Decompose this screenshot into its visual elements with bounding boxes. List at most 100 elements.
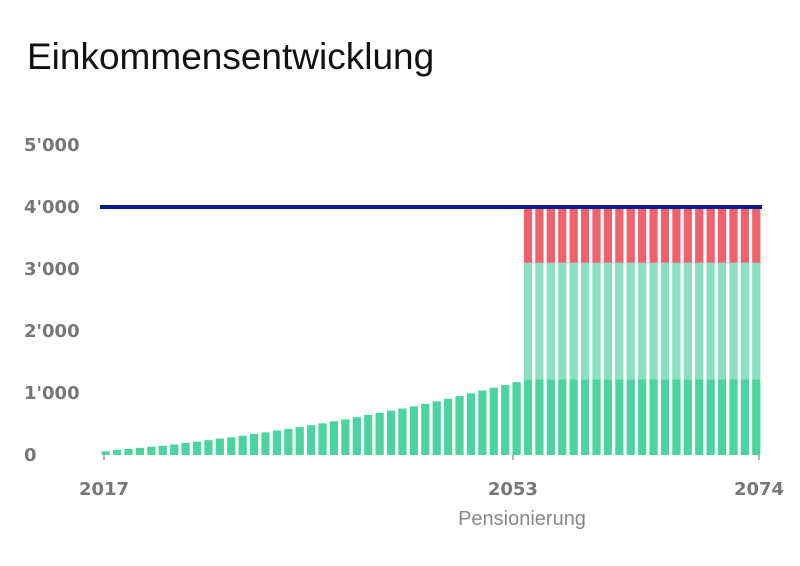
bar-segment: [124, 448, 133, 455]
bar-segment: [683, 207, 692, 263]
bar-segment: [615, 207, 624, 263]
bar-segment: [409, 406, 418, 455]
bar-segment: [660, 207, 670, 263]
y-tick-label: 3'000: [24, 259, 80, 280]
bar-segment: [729, 262, 738, 380]
bar-segment: [501, 384, 510, 455]
bar-segment: [706, 207, 715, 263]
bar-segment: [672, 379, 681, 455]
bar-segment: [352, 417, 361, 455]
bar-segment: [615, 262, 624, 380]
x-tick-label: 2017: [79, 479, 129, 500]
bar-segment: [535, 207, 544, 263]
bar-segment: [546, 379, 555, 455]
bar-segment: [626, 379, 635, 455]
y-axis-ticks: 0 1'000 2'000 3'000 4'000 5'000: [24, 135, 80, 466]
bar-segment: [706, 379, 715, 455]
bar-segment: [695, 207, 704, 263]
bar-segment: [398, 408, 407, 455]
bar-segment: [546, 207, 555, 263]
bar-segment: [626, 262, 635, 380]
bar-segment: [580, 207, 590, 263]
bar-segment: [580, 262, 590, 380]
bar-segment: [192, 441, 202, 455]
bar-segment: [603, 379, 613, 455]
x-axis: 2017 2053 2074: [79, 455, 784, 500]
bar-segment: [558, 262, 567, 380]
bar-segment: [672, 207, 681, 263]
bar-segment: [729, 207, 738, 263]
y-tick-label: 1'000: [24, 383, 80, 404]
x-tick-label: 2074: [734, 479, 784, 500]
bar-segment: [307, 425, 316, 455]
bar-segment: [170, 444, 179, 455]
bar-segment: [421, 403, 430, 455]
bar-segment: [706, 262, 715, 380]
bar-segment: [752, 207, 761, 263]
bar-segment: [615, 379, 624, 455]
bar-segment: [683, 379, 692, 455]
bar-segment: [329, 421, 339, 455]
y-tick-label: 0: [24, 445, 37, 466]
bar-segment: [249, 433, 259, 455]
bar-segment: [603, 207, 613, 263]
bar-segment: [660, 262, 670, 380]
bar-segment: [535, 379, 544, 455]
bar-segment: [284, 428, 293, 455]
x-tick-label: 2053: [488, 479, 538, 500]
y-tick-label: 2'000: [24, 321, 80, 342]
bar-segment: [729, 379, 738, 455]
bar-segment: [649, 379, 658, 455]
bar-segment: [238, 435, 247, 455]
bar-segment: [558, 207, 567, 263]
bar-segment: [364, 415, 373, 455]
bar-segment: [752, 262, 761, 380]
bar-segment: [535, 262, 544, 380]
bar-segment: [569, 262, 578, 380]
bar-segment: [227, 437, 236, 455]
bar-segment: [261, 432, 270, 455]
y-tick-label: 5'000: [24, 135, 80, 156]
bar-segment: [717, 262, 727, 380]
bar-segment: [444, 398, 453, 455]
bar-segment: [295, 427, 304, 455]
bar-segment: [523, 379, 533, 455]
bar-segment: [740, 379, 749, 455]
bar-segment: [649, 207, 658, 263]
chart-title: Einkommensentwicklung: [27, 36, 435, 77]
bar-segment: [660, 379, 670, 455]
bar-segment: [592, 262, 601, 380]
bar-segment: [272, 430, 282, 455]
bar-segment: [580, 379, 590, 455]
bar-segment: [455, 396, 464, 455]
bar-segment: [375, 412, 384, 455]
bar-segment: [386, 410, 396, 455]
bar-segment: [603, 262, 613, 380]
bar-segment: [569, 379, 578, 455]
bar-segment: [717, 207, 727, 263]
bar-segment: [512, 382, 521, 455]
bar-segment: [489, 387, 498, 455]
bar-segment: [569, 207, 578, 263]
bar-segment: [101, 451, 110, 455]
bar-segment: [432, 401, 441, 455]
bar-segment: [466, 393, 476, 455]
bar-segment: [649, 262, 658, 380]
bar-segment: [523, 262, 533, 380]
bar-segment: [626, 207, 635, 263]
bars-group: [101, 207, 761, 455]
y-tick-label: 4'000: [24, 197, 80, 218]
bar-segment: [204, 440, 213, 455]
bar-segment: [592, 379, 601, 455]
bar-segment: [638, 207, 647, 263]
bar-segment: [752, 379, 761, 455]
bar-segment: [592, 207, 601, 263]
bar-segment: [158, 445, 167, 455]
bar-segment: [740, 262, 749, 380]
bar-segment: [558, 379, 567, 455]
bar-segment: [717, 379, 727, 455]
bar-segment: [478, 390, 487, 455]
bar-segment: [147, 446, 156, 455]
x-axis-label: Pensionierung: [458, 508, 586, 530]
